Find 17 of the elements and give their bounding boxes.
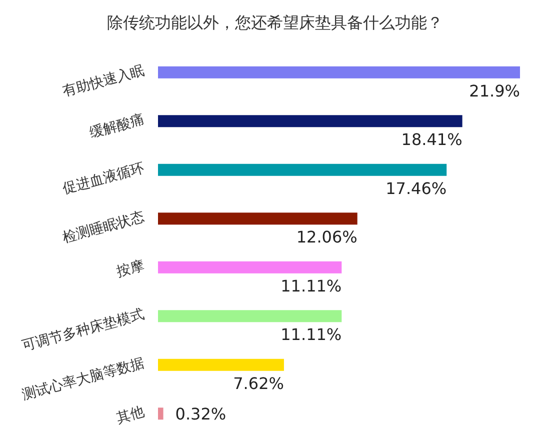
- value-label: 11.11%: [280, 325, 342, 344]
- category-label: 缓解酸痛: [88, 112, 146, 142]
- title: 除传统功能以外，您还希望床垫具备什么功能？: [107, 13, 443, 32]
- value-label: 17.46%: [386, 178, 447, 198]
- category-label: 按摩: [114, 258, 146, 280]
- value-label: 0.32%: [175, 404, 226, 424]
- category-label: 有助快速入眠: [60, 62, 146, 100]
- value-label: 12.06%: [296, 228, 358, 247]
- category-label: 检测睡眠状态: [60, 209, 146, 246]
- value-label: 11.11%: [280, 276, 342, 296]
- value-label: 7.62%: [233, 374, 284, 393]
- category-label: 其他: [114, 404, 146, 427]
- category-label: 测试心率大脑等数据: [20, 355, 146, 404]
- value-label: 18.41%: [401, 130, 462, 150]
- category-label: 促进血液循环: [60, 160, 146, 198]
- value-label: 21.9%: [469, 81, 520, 100]
- category-label: 可调节多种床垫模式: [20, 306, 146, 355]
